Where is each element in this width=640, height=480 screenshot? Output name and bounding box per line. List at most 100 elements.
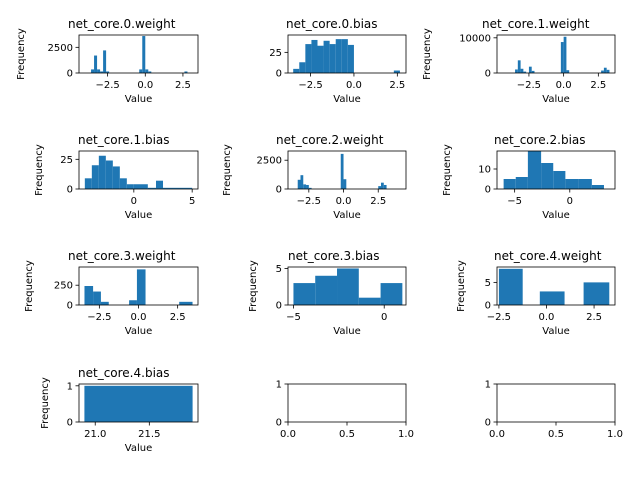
- x-tick-label: −2.5: [487, 312, 511, 323]
- histogram-bar: [97, 69, 101, 73]
- histogram-bar: [381, 182, 384, 189]
- histogram-bar: [306, 184, 309, 189]
- x-axis-label: Value: [333, 326, 360, 337]
- histogram-bar: [139, 69, 143, 73]
- subplot-title: net_core.4.weight: [494, 249, 602, 263]
- histogram-bar: [393, 70, 400, 73]
- histogram-bar: [347, 44, 354, 73]
- x-axis-label: Value: [125, 443, 152, 454]
- histogram-bar: [305, 44, 312, 73]
- histogram-bar: [340, 153, 344, 189]
- y-axis-label: Frequency: [24, 260, 35, 312]
- subplot-title: net_core.2.weight: [276, 133, 384, 147]
- histogram-bar: [341, 39, 348, 73]
- histogram-bar: [606, 69, 610, 73]
- histogram-bar: [539, 291, 565, 305]
- x-tick-label: 0: [567, 196, 573, 207]
- x-tick-label: 2.5: [590, 80, 606, 91]
- y-tick-label: 0: [67, 418, 73, 429]
- y-tick-label: 2500: [257, 156, 282, 167]
- histogram-bar: [578, 179, 592, 189]
- subplot-title: net_core.4.bias: [78, 366, 170, 380]
- axes-frame: [78, 150, 199, 190]
- histogram-bar: [315, 275, 338, 305]
- x-tick-label: 5: [189, 196, 195, 207]
- x-tick-label: −5: [507, 196, 522, 207]
- y-tick-label: 10000: [459, 33, 491, 44]
- subplot-0: −2.5 0.0 2.5 0 2500 net_core.0.weight Value Fre…: [16, 17, 199, 105]
- x-axis-label: Value: [542, 94, 569, 105]
- histogram-bar: [601, 70, 604, 73]
- histogram-bar: [323, 40, 330, 73]
- x-tick-label: 0.0: [137, 80, 153, 91]
- histogram-bar: [523, 71, 527, 73]
- x-tick-label: 21.0: [84, 429, 106, 440]
- histogram-bar: [527, 151, 542, 189]
- x-axis-label: Value: [542, 326, 569, 337]
- axes-frame: [496, 266, 616, 306]
- x-tick-label: 0.0: [489, 429, 505, 440]
- subplot-6: −2.5 0.0 2.5 0 250 net_core.3.weight Value Freq…: [24, 249, 199, 337]
- x-tick-label: 1.0: [607, 429, 623, 440]
- histogram-bar: [103, 50, 107, 73]
- histogram-bar: [147, 187, 156, 189]
- x-tick-label: 2.5: [170, 312, 186, 323]
- x-tick-label: −2.5: [298, 80, 322, 91]
- subplot-title: net_core.0.weight: [68, 17, 176, 31]
- x-axis-label: Value: [542, 210, 569, 221]
- y-axis-label: Frequency: [16, 28, 27, 80]
- histogram-bar: [93, 291, 101, 305]
- histogram-bar: [563, 36, 567, 73]
- axes-frame: [287, 150, 407, 190]
- histogram-bar: [591, 185, 604, 189]
- histogram-bar: [299, 62, 306, 73]
- histogram-bar: [566, 70, 570, 73]
- histogram-bar: [300, 175, 304, 189]
- x-tick-label: −2.5: [95, 80, 119, 91]
- histogram-bar: [303, 184, 307, 189]
- y-axis-label: Frequency: [34, 144, 45, 196]
- histogram-bar: [84, 385, 193, 422]
- histogram-bar: [184, 71, 188, 73]
- axes-frame: [496, 383, 616, 423]
- subplot-11: 0.0 0.5 1.0 0 1: [485, 380, 623, 441]
- x-axis-label: Value: [333, 94, 360, 105]
- histogram-bar: [112, 166, 120, 189]
- y-axis-label: Frequency: [422, 28, 433, 80]
- histogram-bar: [528, 66, 532, 73]
- histogram-bar: [311, 39, 318, 73]
- histogram-bar: [565, 179, 579, 189]
- x-tick-label: −2.5: [517, 80, 541, 91]
- y-tick-label: 0: [276, 185, 282, 196]
- axes-frame: [78, 383, 199, 423]
- x-tick-label: 0.0: [346, 80, 362, 91]
- x-tick-label: 0.0: [539, 312, 555, 323]
- histogram-bar: [105, 160, 113, 189]
- histogram-bar: [520, 68, 524, 73]
- y-tick-label: 2500: [48, 43, 73, 54]
- subplot-10: 0.0 0.5 1.0 0 1: [276, 380, 414, 441]
- y-tick-label: 5: [276, 264, 282, 275]
- y-axis-label: Frequency: [456, 260, 467, 312]
- histogram-bar: [129, 300, 137, 305]
- histogram-bar: [358, 297, 381, 305]
- x-tick-label: 0.0: [336, 196, 352, 207]
- y-tick-label: 0: [67, 301, 73, 312]
- y-tick-label: 1: [276, 380, 282, 391]
- x-tick-label: −5: [286, 312, 301, 323]
- histogram-bar: [297, 179, 301, 189]
- x-axis-label: Value: [125, 210, 152, 221]
- x-tick-label: 0.5: [548, 429, 564, 440]
- histogram-bar: [184, 187, 193, 189]
- y-axis-label: Frequency: [40, 377, 51, 429]
- x-tick-label: 1.0: [398, 429, 414, 440]
- y-tick-label: 10: [478, 165, 491, 176]
- histogram-bar: [335, 39, 342, 73]
- y-tick-label: 5: [485, 278, 491, 289]
- y-tick-label: 25: [269, 48, 282, 59]
- x-tick-label: 2.5: [175, 80, 191, 91]
- histogram-bar: [317, 45, 324, 73]
- x-tick-label: −2.5: [87, 312, 111, 323]
- subplot-2: −2.5 0.0 2.5 0 10000 net_core.1.weight Value Fr…: [422, 17, 616, 105]
